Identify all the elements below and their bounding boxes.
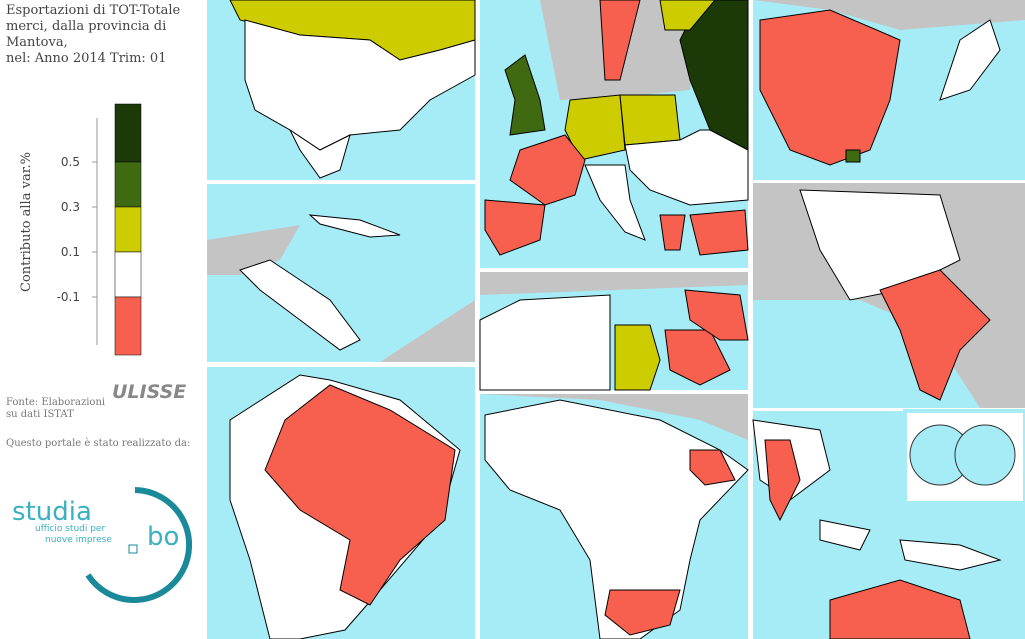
source-line: Fonte: Elaborazioni [6, 397, 105, 408]
country [308, 214, 401, 238]
logo-right: bo [147, 522, 179, 552]
ulisse-logo: ULISSE [112, 381, 186, 403]
land [207, 225, 300, 275]
logo-tagline: ufficio studi per [35, 524, 105, 534]
tick-label: 0.5 [61, 155, 80, 169]
country [899, 539, 1002, 571]
country [689, 209, 749, 256]
legend-swatch [114, 161, 142, 208]
country [564, 94, 626, 161]
logo-tagline: nuove imprese [45, 535, 112, 545]
map-grid [207, 0, 1025, 639]
source-line: su dati ISTAT [6, 409, 74, 420]
country [484, 199, 546, 256]
globe [954, 424, 1016, 486]
land [753, 0, 1025, 30]
country [484, 399, 749, 639]
title-line: Mantova, [6, 35, 68, 50]
country [239, 259, 361, 351]
country [764, 439, 801, 522]
legend-swatch [114, 206, 142, 253]
country [939, 19, 1001, 101]
tick-label: 0.1 [61, 245, 80, 259]
land [380, 300, 475, 362]
tick-label: -0.1 [57, 290, 80, 304]
country [664, 329, 731, 386]
country [684, 289, 749, 341]
country [264, 384, 456, 606]
tick-label: 0.3 [61, 200, 80, 214]
country [244, 19, 476, 151]
country [288, 128, 351, 179]
country [879, 269, 991, 401]
country [659, 214, 686, 251]
country [599, 0, 641, 81]
title-line: merci, dalla provincia di [6, 19, 166, 34]
country [614, 324, 661, 391]
country [619, 94, 681, 146]
country [759, 9, 901, 166]
country [604, 589, 681, 636]
country [479, 294, 611, 391]
country [624, 129, 749, 206]
legend-axis-label: Contributo alla var.% [19, 152, 34, 292]
country [509, 134, 586, 206]
title-line: Esportazioni di TOT-Totale [6, 3, 180, 18]
title-line: nel: Anno 2014 Trim: 01 [6, 51, 166, 66]
country [584, 164, 646, 241]
legend-swatch [114, 296, 142, 356]
country [819, 519, 871, 551]
land [480, 394, 748, 440]
country [845, 149, 861, 163]
legend-swatch [114, 103, 142, 163]
country [659, 0, 716, 31]
legend-swatch [114, 251, 142, 298]
logo-square [128, 544, 138, 554]
land [480, 272, 748, 295]
country [504, 54, 546, 136]
credits-text: Questo portale è stato realizzato da: [6, 438, 190, 449]
country [829, 579, 971, 639]
country [689, 449, 736, 486]
legend: 0.5 0.3 0.1 -0.1 [57, 103, 142, 356]
logo-left: studia [12, 497, 92, 527]
logo-arc [85, 487, 193, 603]
